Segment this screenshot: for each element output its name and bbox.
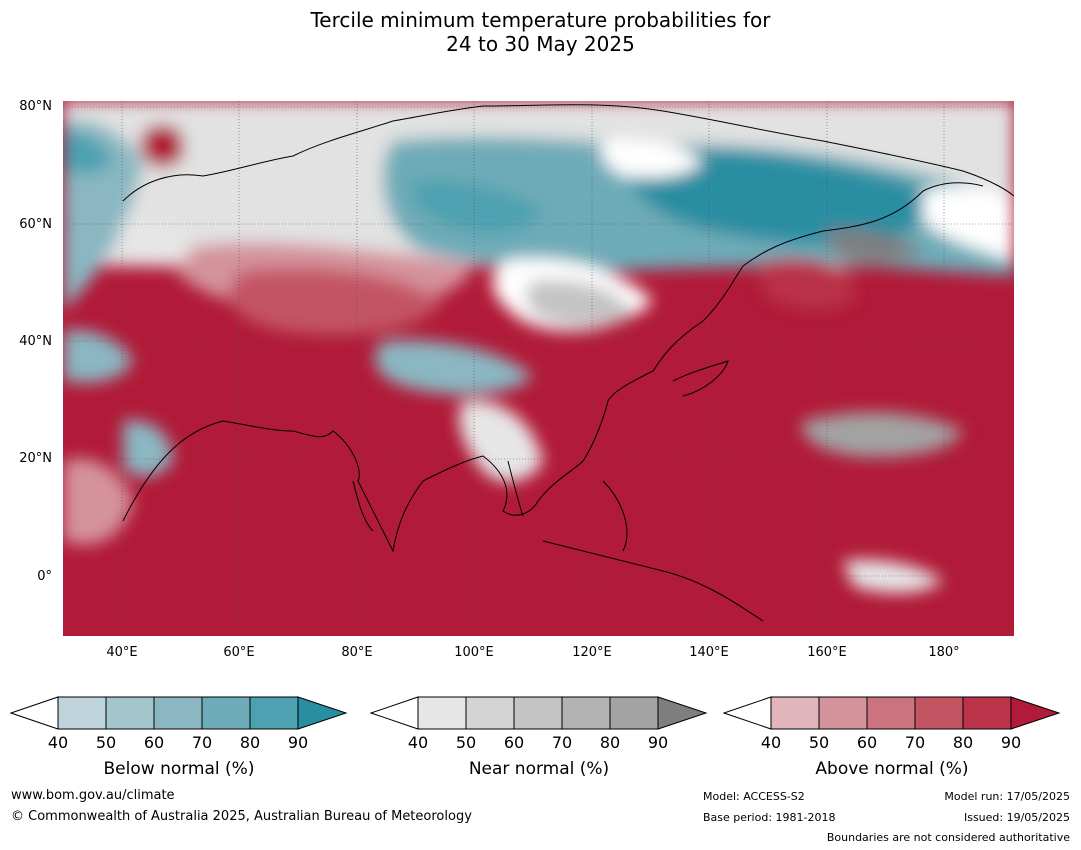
lon-label-60e: 60°E — [223, 645, 255, 660]
lon-label-80e: 80°E — [341, 645, 373, 660]
below-tick: 90 — [287, 733, 309, 752]
issued-date: Issued: 19/05/2025 — [963, 811, 1070, 824]
colorbar-above-normal — [723, 696, 1061, 730]
lat-label-40n: 40°N — [19, 334, 52, 349]
colorbar-near-normal — [370, 696, 708, 730]
above-under-triangle — [723, 696, 772, 730]
title-line-2: 24 to 30 May 2025 — [446, 32, 635, 56]
below-tick: 80 — [239, 733, 261, 752]
below-bin-2 — [105, 696, 155, 730]
lon-label-40e: 40°E — [106, 645, 138, 660]
above-tick: 50 — [808, 733, 830, 752]
near-bin-1 — [417, 696, 467, 730]
model-name: Model: ACCESS-S2 — [703, 790, 805, 803]
above-tick: 80 — [952, 733, 974, 752]
above-bin-4 — [914, 696, 964, 730]
near-bin-2 — [465, 696, 515, 730]
below-tick: 50 — [95, 733, 117, 752]
above-bin-1 — [770, 696, 820, 730]
colorbar-above-title: Above normal (%) — [815, 759, 969, 779]
model-run-date: Model run: 17/05/2025 — [944, 790, 1070, 803]
above-tick: 40 — [760, 733, 782, 752]
near-tick: 60 — [503, 733, 525, 752]
near-tick: 70 — [551, 733, 573, 752]
near-over-triangle — [657, 696, 708, 730]
map-title: Tercile minimum temperature probabilitie… — [0, 8, 1081, 56]
below-tick: 40 — [47, 733, 69, 752]
colorbar-near-title: Near normal (%) — [468, 759, 610, 779]
lon-label-140e: 140°E — [689, 645, 729, 660]
above-bin-5 — [962, 696, 1012, 730]
lat-label-60n: 60°N — [19, 217, 52, 232]
above-bin-2 — [818, 696, 868, 730]
below-bin-4 — [201, 696, 251, 730]
probability-map — [63, 101, 1014, 636]
copyright-text: © Commonwealth of Australia 2025, Austra… — [11, 809, 472, 824]
above-over-triangle — [1010, 696, 1061, 730]
map-canvas — [63, 101, 1014, 636]
near-tick: 90 — [647, 733, 669, 752]
below-bin-3 — [153, 696, 203, 730]
base-period: Base period: 1981-2018 — [703, 811, 836, 824]
near-tick: 80 — [599, 733, 621, 752]
below-bin-1 — [57, 696, 107, 730]
lon-label-180: 180° — [928, 645, 960, 660]
below-tick: 70 — [191, 733, 213, 752]
near-tick: 40 — [407, 733, 429, 752]
above-tick: 60 — [856, 733, 878, 752]
coastlines — [122, 104, 1014, 622]
below-bin-5 — [249, 696, 299, 730]
below-over-triangle — [297, 696, 348, 730]
lon-label-160e: 160°E — [807, 645, 847, 660]
below-tick: 60 — [143, 733, 165, 752]
probability-fields — [63, 101, 1014, 593]
lon-label-120e: 120°E — [572, 645, 612, 660]
near-bin-5 — [609, 696, 659, 730]
boundaries-disclaimer: Boundaries are not considered authoritat… — [826, 831, 1070, 844]
above-tick: 90 — [1000, 733, 1022, 752]
near-bin-4 — [561, 696, 611, 730]
near-tick: 50 — [455, 733, 477, 752]
lon-label-100e: 100°E — [454, 645, 494, 660]
website-link[interactable]: www.bom.gov.au/climate — [11, 788, 175, 803]
graticule — [63, 101, 1014, 636]
below-under-triangle — [10, 696, 59, 730]
near-bin-3 — [513, 696, 563, 730]
above-bin-3 — [866, 696, 916, 730]
colorbar-below-title: Below normal (%) — [103, 759, 255, 779]
near-under-triangle — [370, 696, 419, 730]
lat-label-80n: 80°N — [19, 99, 52, 114]
lat-label-20n: 20°N — [19, 451, 52, 466]
lat-label-0: 0° — [37, 569, 52, 584]
colorbar-below-normal — [10, 696, 348, 730]
above-tick: 70 — [904, 733, 926, 752]
title-line-1: Tercile minimum temperature probabilitie… — [310, 8, 771, 32]
